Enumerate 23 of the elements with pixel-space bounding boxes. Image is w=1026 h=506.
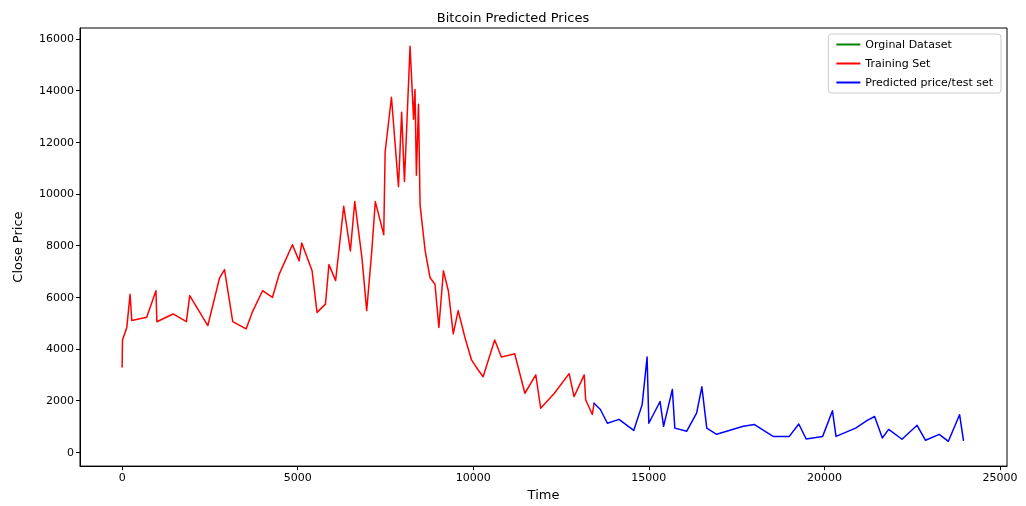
x-tick-label: 25000 [982, 471, 1018, 485]
y-tick-label: 12000 [39, 135, 74, 149]
y-tick-label: 2000 [46, 393, 74, 407]
y-tick-label: 6000 [46, 290, 74, 304]
chart-title: Bitcoin Predicted Prices [436, 10, 590, 25]
y-axis-title: Close Price [10, 211, 25, 283]
y-tick-label: 0 [67, 445, 74, 459]
x-axis-title: Time [526, 487, 560, 502]
y-tick-label: 4000 [46, 342, 74, 356]
legend-label: Training Set [864, 57, 931, 70]
x-tick-label: 0 [118, 471, 126, 485]
y-tick-label: 14000 [39, 84, 74, 98]
line-series [121, 45, 595, 416]
legend-label: Orginal Dataset [865, 38, 953, 51]
line-series [593, 356, 965, 443]
y-tick-label: 10000 [39, 187, 74, 201]
x-tick-label: 10000 [455, 471, 491, 485]
y-tick-label: 16000 [39, 32, 74, 46]
x-tick-label: 15000 [631, 471, 667, 485]
legend-label: Predicted price/test set [865, 76, 994, 89]
x-tick-label: 5000 [283, 471, 312, 485]
y-tick-label: 8000 [46, 239, 74, 252]
x-tick-label: 20000 [806, 471, 842, 485]
